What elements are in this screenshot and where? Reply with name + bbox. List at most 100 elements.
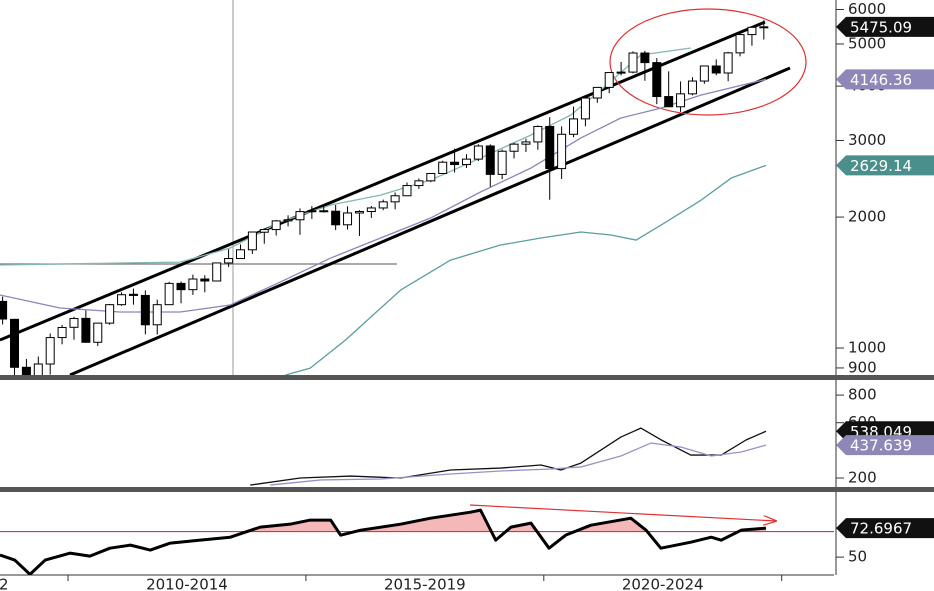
candle-body xyxy=(93,322,103,343)
candle-body xyxy=(21,366,31,375)
candle-body xyxy=(426,172,436,182)
price-label-box xyxy=(836,518,934,539)
trendline-upper xyxy=(0,20,766,342)
candle-body xyxy=(485,145,495,175)
candle-body xyxy=(628,52,638,73)
y-tick-label: 6000 xyxy=(848,0,886,18)
candle-body xyxy=(117,294,127,306)
candle-body xyxy=(307,210,317,213)
panel-separator xyxy=(0,375,934,380)
candle-body xyxy=(723,52,733,74)
candle-body xyxy=(295,211,305,221)
candle-body xyxy=(128,293,138,296)
candle-body xyxy=(735,34,745,54)
candle-body xyxy=(438,161,448,174)
candle-body xyxy=(557,133,567,170)
candle-body xyxy=(366,207,376,212)
candle-body xyxy=(331,210,341,226)
candle-body xyxy=(390,195,400,203)
candle-body xyxy=(176,282,186,291)
series-line xyxy=(270,442,767,486)
candle-body xyxy=(235,249,245,260)
candle-body xyxy=(711,65,721,74)
candle-body xyxy=(616,71,626,74)
candle-body xyxy=(473,145,483,160)
candle-body xyxy=(402,185,412,197)
candle-body xyxy=(200,278,210,282)
candle-body xyxy=(45,337,55,365)
candle-body xyxy=(509,143,519,152)
candle-body xyxy=(533,125,543,143)
divergence-arrow xyxy=(469,504,776,521)
price-label: 72.6967 xyxy=(850,520,912,538)
x-period-label: 2 xyxy=(0,576,9,591)
candle-body xyxy=(687,80,697,95)
plot-area xyxy=(0,508,834,575)
candle-body xyxy=(652,62,662,98)
y-tick-label: 900 xyxy=(848,358,877,376)
candle-body xyxy=(497,150,507,175)
y-tick-label: 1000 xyxy=(848,339,886,357)
y-tick-label: 3000 xyxy=(848,131,886,149)
candle-body xyxy=(343,212,353,226)
price-label: 5475.09 xyxy=(850,18,912,36)
candle-body xyxy=(140,294,150,326)
series-line xyxy=(0,78,767,313)
price-label-box xyxy=(836,435,934,456)
candle-body xyxy=(747,26,757,36)
candle-body xyxy=(759,26,769,29)
x-period-label: 2015-2019 xyxy=(384,576,466,591)
price-label-box xyxy=(836,16,934,37)
candle-body xyxy=(640,52,650,64)
highlight-ellipse xyxy=(609,8,807,116)
y-tick-label: 2000 xyxy=(848,208,886,226)
candle-body xyxy=(224,258,234,264)
series-line xyxy=(285,164,767,375)
panel-separator xyxy=(0,487,934,492)
candle-body xyxy=(580,97,590,120)
candle-body xyxy=(354,210,364,214)
candle-body xyxy=(592,86,602,99)
candle-body xyxy=(604,72,614,88)
candle-body xyxy=(33,363,43,375)
candle-body xyxy=(271,220,281,231)
x-period-label: 2020-2024 xyxy=(622,576,704,591)
trendline-lower xyxy=(69,66,791,375)
candle-body xyxy=(283,219,293,222)
candle-body xyxy=(152,304,162,326)
candle-body xyxy=(69,318,79,328)
candle-body xyxy=(57,326,67,339)
y-tick-label: 800 xyxy=(848,386,877,404)
y-tick-label: 200 xyxy=(848,469,877,487)
price-label-box xyxy=(836,69,934,90)
candle-body xyxy=(414,180,424,187)
y-tick-label: 50 xyxy=(848,548,867,566)
candle-body xyxy=(545,125,555,170)
area-above-level xyxy=(246,510,766,532)
candle-body xyxy=(699,65,709,82)
plot-area xyxy=(250,427,767,486)
candle-body xyxy=(105,304,115,324)
candle-body xyxy=(247,231,257,251)
candle-body xyxy=(378,201,388,209)
candle-body xyxy=(259,229,269,233)
candle-body xyxy=(10,318,20,368)
candle-body xyxy=(569,118,579,135)
price-label: 2629.14 xyxy=(850,157,912,175)
series-line xyxy=(0,508,767,575)
candle-body xyxy=(319,210,329,213)
x-period-label: 2010-2014 xyxy=(146,576,228,591)
candle-body xyxy=(461,158,471,166)
y-tick-label: 5000 xyxy=(848,34,886,52)
candle-body xyxy=(450,161,460,166)
price-label-box xyxy=(836,155,934,176)
plot-area xyxy=(0,20,769,375)
candle-body xyxy=(188,278,198,291)
price-label: 437.639 xyxy=(850,437,912,455)
candle-body xyxy=(81,317,91,343)
candle-body xyxy=(664,96,674,108)
candle-body xyxy=(212,262,222,282)
